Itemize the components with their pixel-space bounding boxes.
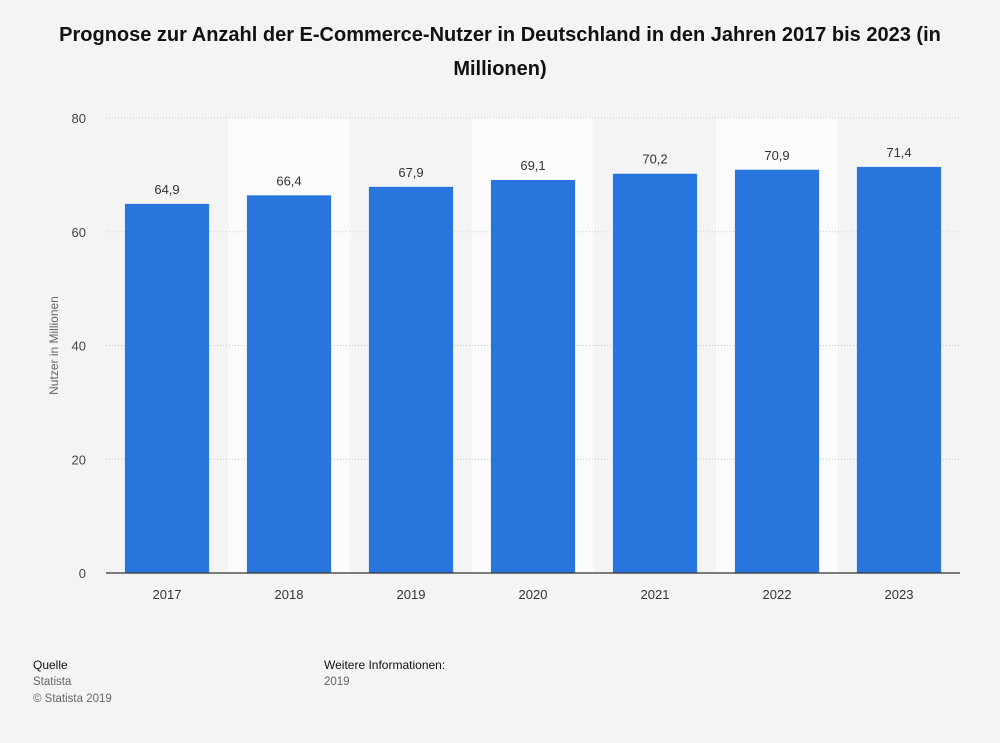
bar [734,169,820,573]
data-label: 71,4 [886,145,911,160]
data-label: 66,4 [276,173,301,188]
x-tick-label: 2019 [397,587,426,602]
bar [368,186,454,573]
x-tick-label: 2023 [885,587,914,602]
y-tick-label: 20 [72,452,86,467]
source-block: Quelle Statista © Statista 2019 [33,657,112,708]
y-tick-label: 80 [72,111,86,126]
info-heading: Weitere Informationen: [324,658,446,672]
bar [124,203,210,573]
bar [856,166,942,573]
y-axis-label: Nutzer in Millionen [47,296,61,395]
chart-title: Prognose zur Anzahl der E-Commerce-Nutze… [59,24,941,80]
bar [246,195,332,573]
data-label: 64,9 [154,182,179,197]
data-label: 69,1 [520,158,545,173]
source-heading: Quelle [33,658,68,672]
info-block: Weitere Informationen: 2019 [324,657,445,691]
y-tick-label: 60 [72,225,86,240]
x-tick-label: 2018 [275,587,304,602]
x-tick-label: 2020 [519,587,548,602]
bar [490,179,576,573]
x-tick-label: 2017 [153,587,182,602]
y-tick-label: 0 [79,566,86,581]
copyright-text: © Statista 2019 [33,693,112,705]
bar [612,173,698,574]
info-value: 2019 [324,676,350,688]
data-label: 67,9 [398,165,423,180]
x-tick-label: 2022 [763,587,792,602]
x-tick-label: 2021 [641,587,670,602]
data-label: 70,2 [642,152,667,167]
y-tick-label: 40 [72,339,86,354]
source-name: Statista [33,676,72,688]
data-label: 70,9 [764,148,789,163]
